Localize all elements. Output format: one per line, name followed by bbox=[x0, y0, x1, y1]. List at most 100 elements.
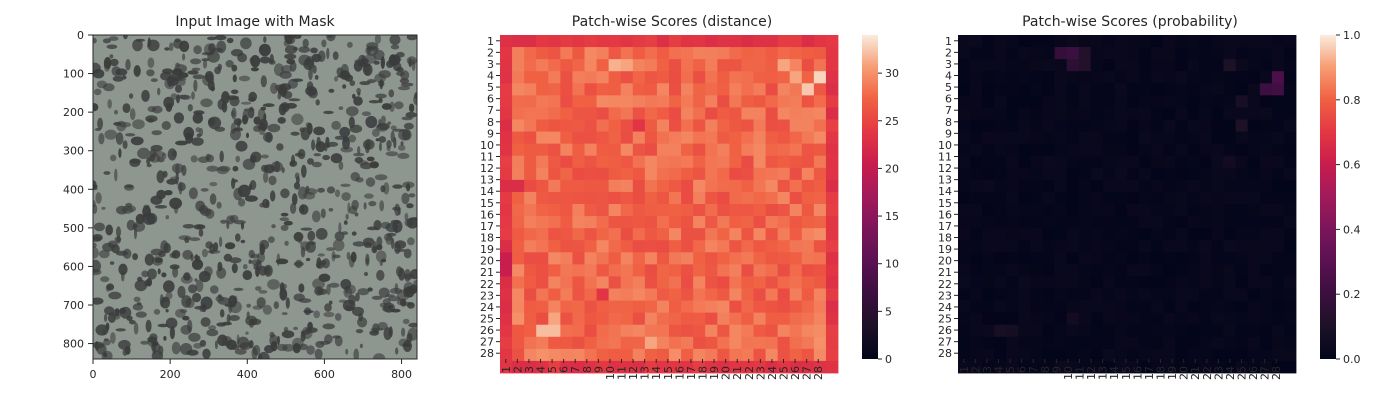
texture-blob bbox=[207, 51, 220, 63]
heatmap-cell bbox=[572, 83, 585, 96]
texture-blob bbox=[259, 202, 266, 208]
heatmap-cell bbox=[1223, 179, 1237, 193]
x-tick-label: 6 bbox=[1016, 366, 1029, 373]
heatmap-cell bbox=[512, 191, 525, 205]
heatmap-cell bbox=[1030, 119, 1043, 132]
heatmap-cell bbox=[1114, 71, 1128, 84]
colorbar-tick-label: 25 bbox=[885, 115, 899, 128]
heatmap-cell bbox=[1127, 336, 1140, 350]
heatmap-cell bbox=[1078, 47, 1092, 60]
heatmap-cell bbox=[644, 35, 658, 48]
texture-blob bbox=[357, 63, 371, 67]
texture-blob bbox=[94, 128, 102, 131]
heatmap-cell bbox=[1187, 179, 1200, 193]
y-tick-label: 300 bbox=[63, 145, 84, 158]
x-tick-label: 8 bbox=[581, 366, 594, 373]
heatmap-cell bbox=[970, 155, 983, 169]
texture-blob bbox=[289, 61, 297, 72]
texture-blob bbox=[198, 271, 211, 283]
heatmap-cell bbox=[681, 324, 694, 338]
texture-blob bbox=[242, 270, 253, 281]
heatmap-cell bbox=[1066, 312, 1080, 326]
heatmap-cell bbox=[1127, 59, 1140, 72]
heatmap-cell bbox=[705, 216, 718, 229]
texture-blob bbox=[207, 117, 216, 126]
texture-blob bbox=[169, 326, 175, 340]
heatmap-cell bbox=[584, 336, 597, 350]
texture-blob bbox=[188, 284, 198, 294]
heatmap-cell bbox=[1163, 83, 1176, 96]
distance-colorbar bbox=[862, 35, 878, 359]
heatmap-cell bbox=[1006, 119, 1019, 132]
heatmap-cell bbox=[825, 204, 839, 217]
texture-blob bbox=[408, 58, 413, 68]
heatmap-cell bbox=[705, 288, 718, 301]
heatmap-cell bbox=[1235, 276, 1249, 289]
heatmap-cell bbox=[729, 300, 742, 314]
texture-blob bbox=[164, 190, 173, 196]
texture-blob bbox=[311, 161, 322, 168]
heatmap-cell bbox=[656, 240, 670, 253]
y-tick-label: 23 bbox=[480, 289, 494, 302]
heatmap-cell bbox=[741, 119, 754, 132]
heatmap-cell bbox=[1175, 264, 1188, 277]
heatmap-cell bbox=[1006, 59, 1019, 72]
texture-blob bbox=[161, 121, 171, 130]
heatmap-cell bbox=[1102, 71, 1116, 84]
y-tick-label: 200 bbox=[63, 106, 84, 119]
texture-blob bbox=[365, 115, 378, 129]
texture-blob bbox=[277, 92, 282, 100]
heatmap-cell bbox=[753, 131, 766, 145]
heatmap-cell bbox=[620, 264, 634, 277]
heatmap-cell bbox=[1235, 83, 1249, 96]
texture-blob bbox=[108, 291, 122, 300]
heatmap-cell bbox=[1259, 95, 1273, 108]
texture-blob bbox=[326, 284, 331, 296]
texture-blob bbox=[378, 70, 391, 79]
heatmap-cell bbox=[753, 107, 766, 120]
texture-blob bbox=[102, 38, 111, 44]
texture-blob bbox=[124, 184, 134, 188]
texture-blob bbox=[198, 229, 204, 237]
heatmap-cell bbox=[1114, 131, 1128, 145]
heatmap-cell bbox=[753, 240, 766, 253]
heatmap-cell bbox=[1187, 119, 1200, 132]
heatmap-cell bbox=[1247, 179, 1261, 193]
heatmap-cell bbox=[512, 288, 525, 301]
heatmap-cell bbox=[741, 71, 754, 84]
heatmap-cell bbox=[644, 240, 658, 253]
heatmap-cell bbox=[608, 71, 622, 84]
heatmap-cell bbox=[693, 179, 706, 193]
y-tick-label: 18 bbox=[480, 232, 494, 245]
x-tick-label: 27 bbox=[1259, 366, 1272, 380]
heatmap-cell bbox=[548, 95, 561, 108]
heatmap-cell bbox=[1066, 95, 1080, 108]
heatmap-cell bbox=[1235, 336, 1249, 350]
heatmap-cell bbox=[620, 204, 634, 217]
heatmap-cell bbox=[548, 179, 561, 193]
heatmap-cell bbox=[801, 312, 815, 326]
texture-blob bbox=[402, 318, 410, 325]
heatmap-cell bbox=[717, 107, 730, 120]
texture-blob bbox=[134, 279, 148, 292]
heatmap-cell bbox=[789, 191, 803, 205]
heatmap-cell bbox=[536, 83, 549, 96]
texture-blob bbox=[372, 162, 379, 168]
texture-blob bbox=[408, 193, 416, 198]
heatmap-cell bbox=[1127, 324, 1140, 338]
heatmap-cell bbox=[741, 216, 754, 229]
heatmap-cell bbox=[584, 288, 597, 301]
heatmap-cell bbox=[500, 324, 513, 338]
heatmap-cell bbox=[500, 300, 513, 314]
heatmap-cell bbox=[1163, 288, 1176, 301]
heatmap-cell bbox=[669, 71, 682, 84]
heatmap-cell bbox=[1054, 71, 1068, 84]
heatmap-cell bbox=[560, 143, 573, 157]
heatmap-cell bbox=[656, 324, 670, 338]
heatmap-cell bbox=[1235, 131, 1249, 145]
heatmap-cell bbox=[1114, 95, 1128, 108]
heatmap-cell bbox=[1090, 300, 1104, 314]
heatmap-cell bbox=[1187, 264, 1200, 277]
heatmap-cell bbox=[1199, 240, 1212, 253]
heatmap-cell bbox=[705, 348, 718, 362]
